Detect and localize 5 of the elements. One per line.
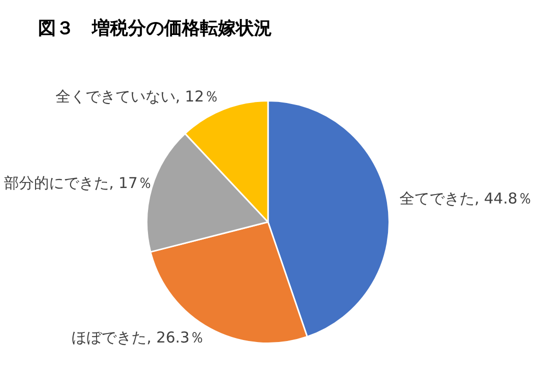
slice-label: ほぼできた, 26.3％ (72, 328, 205, 347)
slice-label: 全くできていない, 12％ (55, 87, 219, 106)
slice-label: 部分的にできた, 17％ (4, 174, 153, 192)
chart-title: 図３ 増税分の価格転嫁状況 (38, 17, 272, 40)
slice-label: 全てできた, 44.8％ (399, 190, 532, 208)
